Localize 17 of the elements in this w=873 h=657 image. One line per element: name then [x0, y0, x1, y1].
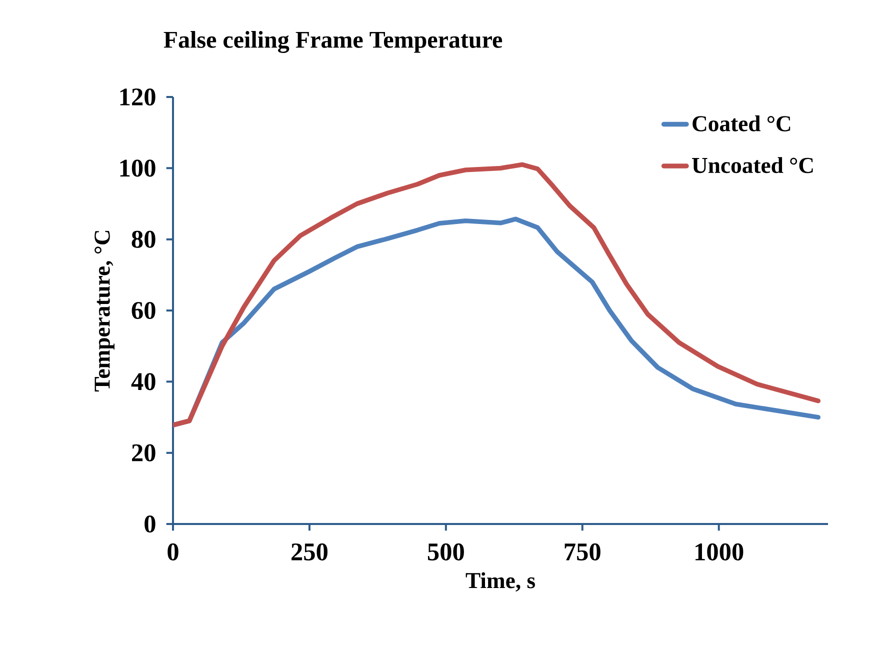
x-tick-label: 500 — [428, 543, 464, 560]
x-tick-label: 750 — [564, 543, 600, 560]
legend-label: Coated °C — [692, 115, 790, 132]
chart-title: False ceiling Frame Temperature — [164, 31, 502, 53]
x-tick-label: 0 — [168, 543, 178, 560]
y-tick-label: 60 — [132, 302, 156, 320]
y-tick-label: 20 — [132, 444, 156, 462]
y-tick-label: 0 — [144, 515, 156, 533]
x-tick-label: 1000 — [696, 543, 744, 560]
x-tick-label: 250 — [292, 543, 328, 560]
legend-label: Uncoated °C — [692, 157, 813, 174]
y-tick-label: 40 — [131, 373, 156, 390]
y-tick-label: 100 — [120, 160, 156, 177]
y-tick-label: 120 — [120, 88, 156, 106]
y-axis-title: Temperature, °C — [94, 230, 114, 392]
x-axis-title: Time, s — [466, 572, 535, 592]
y-tick-label: 80 — [132, 230, 156, 248]
